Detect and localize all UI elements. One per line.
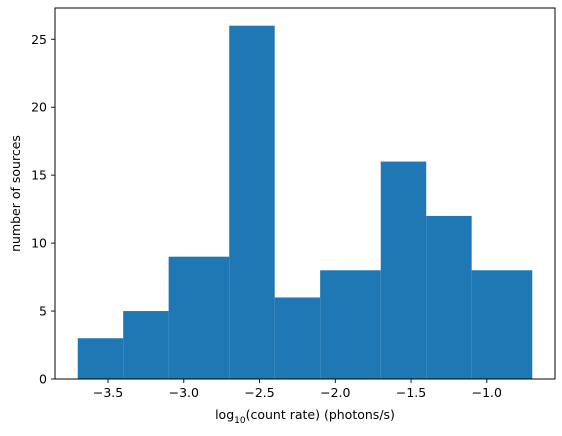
histogram-bar [229, 25, 275, 380]
x-axis-ticks: −3.5 −3.0 −2.5 −2.0 −1.5 −1.0 [93, 379, 502, 400]
x-axis-label: log10(count rate) (photons/s) [215, 407, 395, 426]
histogram-bar [168, 256, 230, 379]
histogram-bar [426, 215, 472, 379]
x-tick-label: −1.0 [472, 385, 502, 400]
x-tick-label: −2.0 [320, 385, 350, 400]
y-axis-ticks: 0 5 10 15 20 25 [31, 32, 55, 387]
y-tick-label: 20 [31, 100, 47, 115]
x-tick-label: −2.5 [244, 385, 274, 400]
bars-group [77, 25, 533, 380]
plot-frame [54, 7, 556, 380]
histogram-bar [320, 270, 381, 379]
y-tick-label: 25 [31, 32, 47, 47]
y-tick-label: 0 [39, 372, 47, 387]
y-tick-label: 15 [31, 168, 47, 183]
histogram-bar [77, 338, 124, 379]
histogram-bar [123, 311, 169, 379]
y-axis-label: number of sources [8, 135, 23, 252]
x-tick-label: −3.5 [93, 385, 123, 400]
histogram-bar [380, 161, 427, 379]
histogram-bar [274, 297, 321, 379]
histogram-bar [471, 270, 533, 379]
x-tick-label: −1.5 [396, 385, 426, 400]
x-tick-label: −3.0 [169, 385, 199, 400]
y-tick-label: 10 [31, 236, 47, 251]
y-tick-label: 5 [39, 304, 47, 319]
